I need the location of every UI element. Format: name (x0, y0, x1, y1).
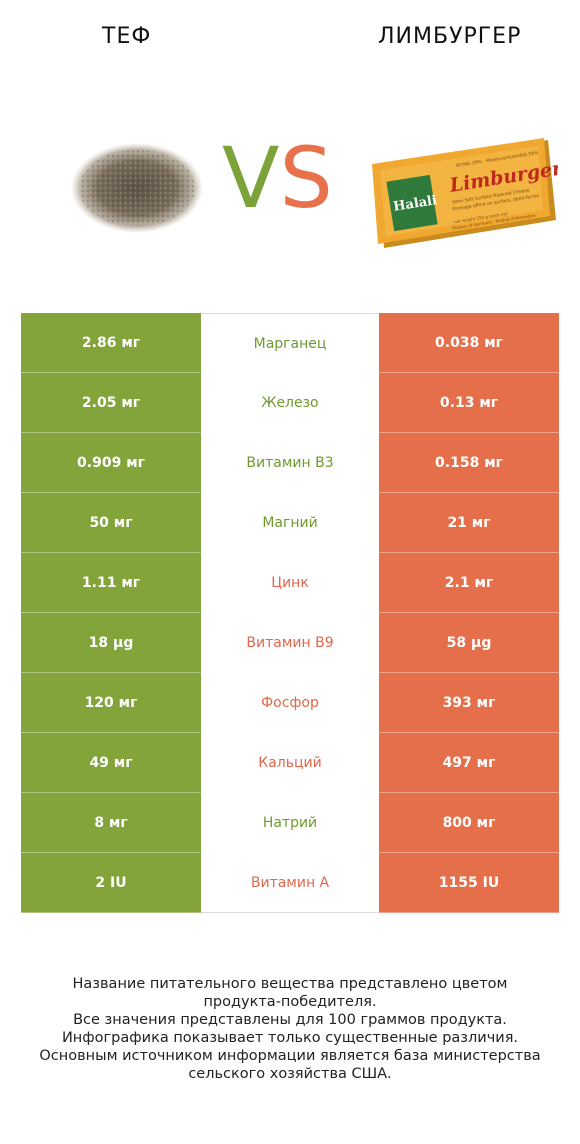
versus-label: VS (222, 130, 333, 226)
table-row: 18 µg Витамин B9 58 µg (21, 613, 559, 673)
footer-line: Все значения представлены для 100 граммо… (73, 1012, 507, 1028)
footer-line: сельского хозяйства США. (188, 1066, 392, 1082)
table-row: 2 IU Витамин A 1155 IU (21, 853, 559, 913)
limburger-value: 800 мг (379, 793, 559, 853)
teff-value: 1.11 мг (21, 553, 201, 613)
teff-value: 49 мг (21, 733, 201, 793)
nutrient-name: Кальций (201, 733, 379, 793)
table-row: 0.909 мг Витамин B3 0.158 мг (21, 433, 559, 493)
nutrient-name: Фосфор (201, 673, 379, 733)
teff-value: 120 мг (21, 673, 201, 733)
teff-grain-image (71, 143, 203, 233)
teff-value: 0.909 мг (21, 433, 201, 493)
nutrient-name: Натрий (201, 793, 379, 853)
nutrient-name: Магний (201, 493, 379, 553)
limburger-value: 1155 IU (379, 853, 559, 913)
footer-line: Название питательного вещества представл… (72, 976, 508, 992)
footer-line: продукта-победителя. (203, 994, 377, 1010)
footer-notes: Название питательного вещества представл… (20, 975, 560, 1083)
limburger-value: 0.038 мг (379, 313, 559, 373)
footer-line: Основным источником информации является … (39, 1048, 541, 1064)
table-row: 8 мг Натрий 800 мг (21, 793, 559, 853)
nutrient-name: Цинк (201, 553, 379, 613)
limburger-value: 58 µg (379, 613, 559, 673)
footer-line: Инфографика показывает только существенн… (61, 1030, 519, 1046)
teff-value: 2.05 мг (21, 373, 201, 433)
teff-value: 18 µg (21, 613, 201, 673)
vs-v-letter: V (222, 129, 280, 227)
teff-value: 8 мг (21, 793, 201, 853)
limburger-value: 0.13 мг (379, 373, 559, 433)
limburger-value: 497 мг (379, 733, 559, 793)
teff-value: 2.86 мг (21, 313, 201, 373)
nutrient-name: Витамин B3 (201, 433, 379, 493)
comparison-table: 2.86 мг Марганец 0.038 мг 2.05 мг Железо 0.13… (21, 313, 559, 913)
table-row: 1.11 мг Цинк 2.1 мг (21, 553, 559, 613)
nutrient-name: Витамин A (201, 853, 379, 913)
table-row: 2.05 мг Железо 0.13 мг (21, 373, 559, 433)
limburger-value: 0.158 мг (379, 433, 559, 493)
limburger-value: 21 мг (379, 493, 559, 553)
nutrient-name: Железо (201, 373, 379, 433)
right-product-title: ЛИМБУРГЕР (378, 24, 522, 49)
table-row: 50 мг Магний 21 мг (21, 493, 559, 553)
limburger-cheese-image: Halali Limburger BF/MG 29% · Moisture/Hu… (372, 138, 558, 248)
table-row: 49 мг Кальций 497 мг (21, 733, 559, 793)
teff-value: 50 мг (21, 493, 201, 553)
nutrient-name: Марганец (201, 313, 379, 373)
hero-images: VS Halali Limburger BF/MG 29% · Moisture… (0, 120, 580, 260)
vs-s-letter: S (279, 129, 333, 227)
limburger-value: 393 мг (379, 673, 559, 733)
table-row: 2.86 мг Марганец 0.038 мг (21, 313, 559, 373)
left-product-title: ТЕФ (102, 24, 152, 49)
limburger-value: 2.1 мг (379, 553, 559, 613)
table-row: 120 мг Фосфор 393 мг (21, 673, 559, 733)
nutrient-name: Витамин B9 (201, 613, 379, 673)
cheese-brand-text: Halali (392, 193, 438, 215)
teff-value: 2 IU (21, 853, 201, 913)
